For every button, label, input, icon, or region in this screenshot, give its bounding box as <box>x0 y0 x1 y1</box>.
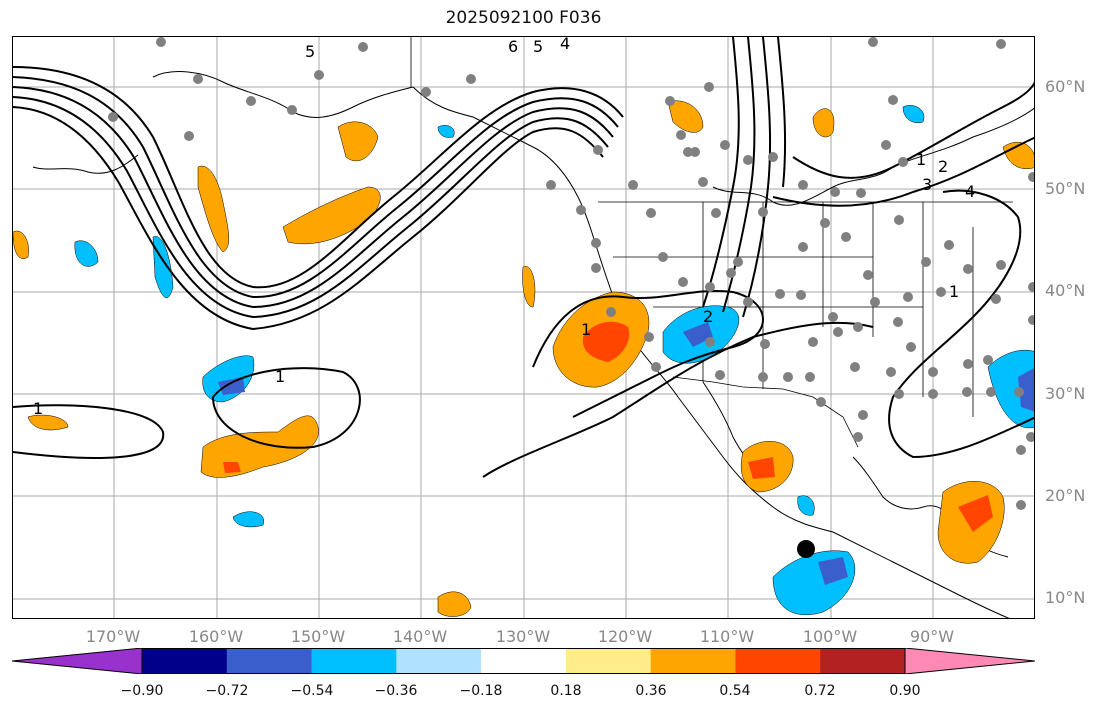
negative-anomaly-shading <box>74 105 1034 616</box>
coastlines <box>32 71 1034 618</box>
map-title: 2025092100 F036 <box>445 8 602 28</box>
contour-label: 1 <box>949 282 959 301</box>
colorbar-segment <box>565 648 652 674</box>
colorbar-segment <box>650 648 736 674</box>
lat-label-30n: 30°N <box>1045 384 1086 403</box>
lat-label-40n: 40°N <box>1045 281 1086 300</box>
contour-label: 6 <box>508 37 518 56</box>
colorbar-segment <box>820 648 906 674</box>
tropical-storm-center-marker <box>797 540 815 558</box>
lon-label-150w: 150°W <box>290 627 346 646</box>
colorbar-tick: −0.18 <box>459 683 503 699</box>
graticule <box>13 37 1034 618</box>
colorbar-segment <box>142 648 228 674</box>
contour-label: 5 <box>305 42 315 61</box>
lon-label-160w: 160°W <box>188 627 244 646</box>
lon-label-100w: 100°W <box>802 627 858 646</box>
contour-label: 4 <box>560 37 570 53</box>
contour-label: 2 <box>938 157 948 176</box>
lon-label-140w: 140°W <box>392 627 448 646</box>
colorbar-segment-over <box>905 648 1035 674</box>
lon-label-170w: 170°W <box>85 627 141 646</box>
lon-label-120w: 120°W <box>597 627 653 646</box>
positive-anomaly-shading <box>13 100 1034 617</box>
colorbar-tick: −0.36 <box>374 683 418 699</box>
colorbar-segment <box>396 648 482 674</box>
lon-label-130w: 130°W <box>495 627 551 646</box>
lon-label-110w: 110°W <box>699 627 755 646</box>
colorbar-segment <box>481 648 567 674</box>
lon-label-90w: 90°W <box>909 627 955 646</box>
colorbar-tick: 0.90 <box>889 683 921 699</box>
lat-label-50n: 50°N <box>1045 179 1086 198</box>
map-plot-area: 1 1 1 2 1 2 3 4 5 6 5 4 1 <box>12 36 1035 619</box>
colorbar <box>12 648 1035 674</box>
contour-label: 1 <box>581 320 591 339</box>
colorbar-segment <box>226 648 313 674</box>
contour-label: 1 <box>33 399 43 418</box>
lat-label-20n: 20°N <box>1045 486 1086 505</box>
colorbar-segments <box>12 648 1035 674</box>
colorbar-segment <box>735 648 821 674</box>
contour-label: 4 <box>965 182 975 201</box>
colorbar-tick: 0.72 <box>804 683 836 699</box>
colorbar-tick: 0.18 <box>550 683 582 699</box>
contour-label: 2 <box>703 307 713 326</box>
station-markers <box>108 37 1034 510</box>
contour-label: 1 <box>916 150 926 169</box>
map-canvas: 1 1 1 2 1 2 3 4 5 6 5 4 1 <box>13 37 1034 618</box>
colorbar-tick: −0.54 <box>290 683 334 699</box>
colorbar-tick: 0.54 <box>719 683 751 699</box>
colorbar-tick: −0.72 <box>205 683 249 699</box>
lat-label-60n: 60°N <box>1045 77 1086 96</box>
contour-label: 5 <box>533 37 543 56</box>
colorbar-tick: −0.90 <box>120 683 164 699</box>
lat-label-10n: 10°N <box>1045 588 1086 607</box>
colorbar-segment <box>311 648 397 674</box>
height-contours <box>13 37 1034 478</box>
political-borders <box>410 37 1013 448</box>
contour-label: 3 <box>922 175 932 194</box>
colorbar-tick: 0.36 <box>635 683 667 699</box>
colorbar-outline <box>141 648 906 674</box>
contour-labels: 1 1 1 2 1 2 3 4 5 6 5 4 1 <box>33 37 975 418</box>
contour-label: 1 <box>275 367 285 386</box>
colorbar-segment-under <box>12 648 142 674</box>
